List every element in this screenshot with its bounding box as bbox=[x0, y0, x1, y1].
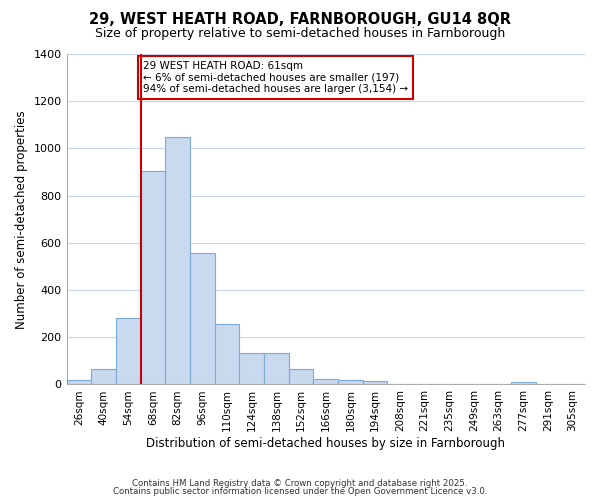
Bar bbox=[239, 352, 264, 384]
Text: 29, WEST HEATH ROAD, FARNBOROUGH, GU14 8QR: 29, WEST HEATH ROAD, FARNBOROUGH, GU14 8… bbox=[89, 12, 511, 28]
Bar bbox=[190, 254, 215, 384]
Bar bbox=[313, 378, 338, 384]
Text: Contains public sector information licensed under the Open Government Licence v3: Contains public sector information licen… bbox=[113, 487, 487, 496]
Bar bbox=[67, 380, 91, 384]
X-axis label: Distribution of semi-detached houses by size in Farnborough: Distribution of semi-detached houses by … bbox=[146, 437, 505, 450]
Text: 29 WEST HEATH ROAD: 61sqm
← 6% of semi-detached houses are smaller (197)
94% of : 29 WEST HEATH ROAD: 61sqm ← 6% of semi-d… bbox=[143, 61, 408, 94]
Y-axis label: Number of semi-detached properties: Number of semi-detached properties bbox=[15, 110, 28, 328]
Text: Contains HM Land Registry data © Crown copyright and database right 2025.: Contains HM Land Registry data © Crown c… bbox=[132, 478, 468, 488]
Bar bbox=[264, 352, 289, 384]
Bar bbox=[140, 171, 165, 384]
Text: Size of property relative to semi-detached houses in Farnborough: Size of property relative to semi-detach… bbox=[95, 28, 505, 40]
Bar bbox=[215, 324, 239, 384]
Bar bbox=[116, 318, 140, 384]
Bar bbox=[165, 138, 190, 384]
Bar bbox=[511, 382, 536, 384]
Bar bbox=[363, 381, 388, 384]
Bar bbox=[289, 369, 313, 384]
Bar bbox=[91, 369, 116, 384]
Bar bbox=[338, 380, 363, 384]
